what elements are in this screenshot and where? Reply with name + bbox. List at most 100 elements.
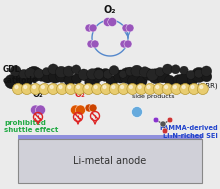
Circle shape — [200, 85, 203, 88]
Circle shape — [109, 66, 119, 75]
Circle shape — [187, 75, 198, 85]
Circle shape — [120, 40, 128, 48]
Circle shape — [202, 71, 212, 82]
Circle shape — [25, 68, 36, 79]
Circle shape — [127, 74, 143, 89]
Circle shape — [132, 106, 143, 118]
Circle shape — [48, 64, 59, 74]
Circle shape — [85, 104, 93, 112]
Circle shape — [10, 66, 21, 76]
Circle shape — [94, 85, 97, 88]
Circle shape — [26, 66, 42, 82]
Circle shape — [119, 68, 135, 83]
Circle shape — [65, 84, 76, 94]
Circle shape — [165, 75, 175, 86]
Text: O₂⁻-related
side products: O₂⁻-related side products — [132, 88, 174, 99]
Circle shape — [136, 84, 147, 94]
Circle shape — [167, 117, 173, 123]
Circle shape — [180, 66, 188, 75]
Circle shape — [33, 85, 36, 88]
Circle shape — [36, 70, 47, 81]
Circle shape — [173, 75, 184, 86]
Circle shape — [19, 74, 32, 88]
Circle shape — [13, 84, 24, 94]
Circle shape — [139, 67, 150, 77]
Circle shape — [87, 40, 95, 48]
Circle shape — [70, 105, 81, 115]
Circle shape — [153, 84, 164, 94]
Circle shape — [89, 24, 97, 32]
Text: O₂: O₂ — [33, 90, 43, 99]
Circle shape — [14, 70, 25, 81]
Circle shape — [162, 64, 173, 74]
Circle shape — [165, 85, 168, 88]
Circle shape — [194, 69, 203, 78]
Circle shape — [189, 84, 200, 94]
Circle shape — [124, 40, 132, 48]
Circle shape — [162, 128, 168, 134]
Circle shape — [137, 76, 147, 87]
Circle shape — [126, 67, 134, 76]
Circle shape — [41, 70, 54, 83]
Circle shape — [118, 84, 129, 94]
Circle shape — [129, 85, 132, 88]
Circle shape — [50, 85, 53, 88]
Circle shape — [55, 66, 67, 78]
Circle shape — [35, 105, 46, 115]
Circle shape — [180, 84, 191, 94]
FancyBboxPatch shape — [18, 139, 202, 183]
Circle shape — [91, 68, 105, 82]
Circle shape — [34, 69, 44, 79]
Text: GDL
cathode: GDL cathode — [3, 65, 38, 85]
Text: prohibited
shuttle effect: prohibited shuttle effect — [4, 119, 58, 132]
Text: O₂⁻: O₂⁻ — [74, 90, 90, 99]
Circle shape — [74, 84, 85, 94]
Circle shape — [142, 68, 154, 80]
Circle shape — [191, 67, 207, 83]
FancyBboxPatch shape — [18, 135, 202, 139]
Circle shape — [114, 70, 127, 83]
Circle shape — [85, 74, 99, 89]
Circle shape — [160, 121, 166, 127]
Circle shape — [153, 117, 159, 123]
Circle shape — [72, 74, 82, 84]
Circle shape — [103, 70, 112, 79]
Circle shape — [131, 65, 143, 77]
Circle shape — [108, 18, 117, 26]
Circle shape — [57, 84, 68, 94]
Circle shape — [39, 84, 50, 94]
Circle shape — [186, 70, 195, 79]
Circle shape — [77, 85, 80, 88]
Circle shape — [72, 65, 81, 74]
Circle shape — [182, 85, 185, 88]
Circle shape — [119, 70, 127, 78]
Circle shape — [83, 84, 94, 94]
Circle shape — [156, 70, 170, 83]
Circle shape — [59, 85, 62, 88]
Circle shape — [64, 75, 75, 86]
Circle shape — [87, 69, 98, 80]
Circle shape — [171, 65, 180, 74]
Circle shape — [173, 85, 176, 88]
Circle shape — [75, 105, 86, 115]
Circle shape — [5, 74, 19, 89]
Circle shape — [121, 85, 124, 88]
Circle shape — [78, 69, 89, 80]
Circle shape — [103, 18, 112, 26]
Circle shape — [197, 84, 208, 94]
Circle shape — [19, 69, 29, 79]
Circle shape — [91, 40, 99, 48]
Circle shape — [48, 84, 59, 94]
Circle shape — [99, 68, 112, 81]
Circle shape — [89, 104, 97, 112]
Circle shape — [106, 75, 118, 87]
Circle shape — [101, 84, 112, 94]
Circle shape — [147, 69, 158, 81]
Circle shape — [126, 24, 134, 32]
Circle shape — [112, 85, 115, 88]
Circle shape — [147, 85, 150, 88]
Circle shape — [127, 84, 138, 94]
Text: Li-metal anode: Li-metal anode — [73, 156, 147, 166]
Circle shape — [79, 70, 89, 81]
Circle shape — [31, 105, 40, 115]
